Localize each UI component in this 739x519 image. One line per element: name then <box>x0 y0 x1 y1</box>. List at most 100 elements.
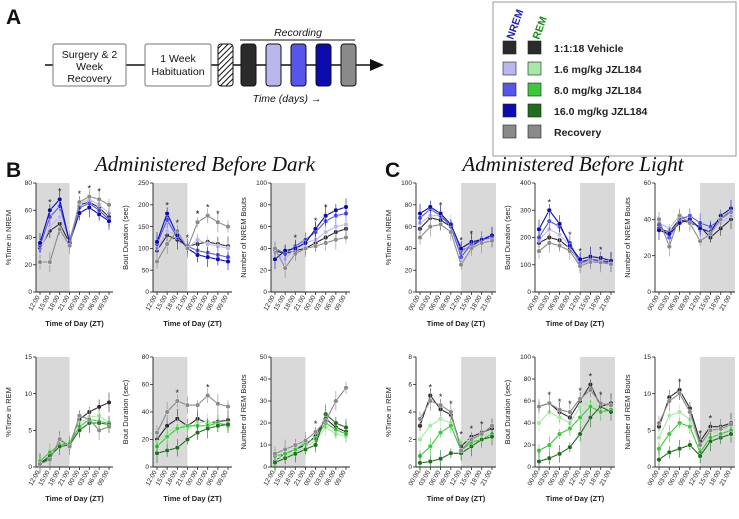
panel-label-a: A <box>6 6 21 29</box>
data-point <box>215 256 221 262</box>
legend-swatch-nrem-0 <box>502 40 517 55</box>
data-point <box>225 404 231 410</box>
y-tick-label: 10 <box>260 442 268 449</box>
data-point <box>728 209 734 215</box>
y-tick-label: 0 <box>647 289 651 296</box>
significance-marker: * <box>206 383 210 393</box>
data-point <box>587 415 593 421</box>
significance-marker: * <box>449 399 453 409</box>
data-point <box>164 211 170 217</box>
data-point <box>47 457 53 463</box>
significance-marker: * <box>88 184 92 194</box>
data-point <box>323 418 329 424</box>
x-axis-label: Time of Day (ZT) <box>546 494 605 503</box>
data-point <box>666 231 672 237</box>
data-point <box>302 245 308 251</box>
series-line-4 <box>39 414 110 465</box>
dark-phase-shading <box>271 183 306 292</box>
data-point <box>656 457 662 463</box>
y-tick-label: 20 <box>524 442 532 449</box>
dark-phase-shading <box>36 357 70 467</box>
significance-marker: * <box>324 203 328 213</box>
y-tick-label: 80 <box>25 180 33 187</box>
data-point <box>458 448 464 454</box>
data-point <box>184 423 190 429</box>
surgery-box-line1: Surgery & 2 <box>62 49 118 61</box>
data-point <box>154 430 160 436</box>
data-point <box>96 427 102 433</box>
data-point <box>577 256 583 262</box>
y-tick-label: 30 <box>260 398 268 405</box>
y-tick-label: 8 <box>408 354 412 361</box>
data-point <box>448 450 454 456</box>
data-point <box>225 421 231 427</box>
y-tick-label: 40 <box>524 420 532 427</box>
data-point <box>546 218 552 224</box>
y-tick-label: 40 <box>25 235 33 242</box>
data-point <box>677 409 683 415</box>
data-point <box>333 207 339 213</box>
data-point <box>417 416 423 422</box>
data-point <box>174 445 180 451</box>
x-tick-label: 21:00 <box>599 294 613 312</box>
y-tick-label: 2 <box>408 437 412 444</box>
data-point <box>37 461 43 467</box>
data-point <box>343 204 349 210</box>
data-point <box>205 241 211 247</box>
data-point <box>666 431 672 437</box>
data-point <box>427 204 433 210</box>
data-point <box>468 245 474 251</box>
y-tick-label: 0 <box>263 289 267 296</box>
recording-day-4 <box>315 43 332 87</box>
y-tick-label: 250 <box>138 180 149 187</box>
y-tick-label: 60 <box>405 224 413 231</box>
y-tick-label: 40 <box>644 217 652 224</box>
data-point <box>184 245 190 251</box>
data-point <box>728 421 734 427</box>
y-tick-label: 80 <box>524 376 532 383</box>
data-point <box>557 221 563 227</box>
y-tick-label: 50 <box>260 354 268 361</box>
y-tick-label: 100 <box>401 180 412 187</box>
data-point <box>86 205 92 211</box>
data-point <box>608 402 614 408</box>
data-point <box>343 424 349 430</box>
x-tick-label: 09:00 <box>334 294 348 312</box>
data-point <box>489 434 495 440</box>
data-point <box>577 396 583 402</box>
data-point <box>195 252 201 258</box>
significance-marker: * <box>459 235 463 245</box>
data-point <box>174 426 180 432</box>
plot-b_rem_count: 0102030405012:0015:0018:0021:0000:0003:0… <box>239 354 350 487</box>
y-tick-label: 60 <box>524 398 532 405</box>
data-point <box>76 427 82 433</box>
data-point <box>536 459 542 465</box>
data-point <box>323 240 329 246</box>
data-point <box>666 398 672 404</box>
data-point <box>697 238 703 244</box>
data-point <box>458 262 464 268</box>
significance-marker: * <box>314 419 318 429</box>
data-point <box>557 232 563 238</box>
data-point <box>164 228 170 234</box>
plot-b_rem_bout: 02040608012:0015:0018:0021:0000:0003:000… <box>121 354 232 503</box>
data-point <box>577 415 583 421</box>
data-point <box>666 413 672 419</box>
y-axis-label: Bout Duration (sec) <box>121 379 130 444</box>
data-point <box>313 226 319 232</box>
data-point <box>448 423 454 429</box>
y-tick-label: 0 <box>28 464 32 471</box>
data-point <box>76 199 82 205</box>
data-point <box>225 224 231 230</box>
data-point <box>272 256 278 262</box>
y-tick-label: 40 <box>260 246 268 253</box>
data-point <box>96 196 102 202</box>
data-point <box>195 430 201 436</box>
injection-day-block <box>217 43 234 87</box>
data-point <box>546 240 552 246</box>
significance-marker: * <box>578 246 582 256</box>
data-point <box>468 437 474 443</box>
x-axis-label: Time of Day (ZT) <box>45 494 104 503</box>
plot-c_nrem_time: 02040608010000:0003:0006:0009:0012:0015:… <box>384 180 496 328</box>
